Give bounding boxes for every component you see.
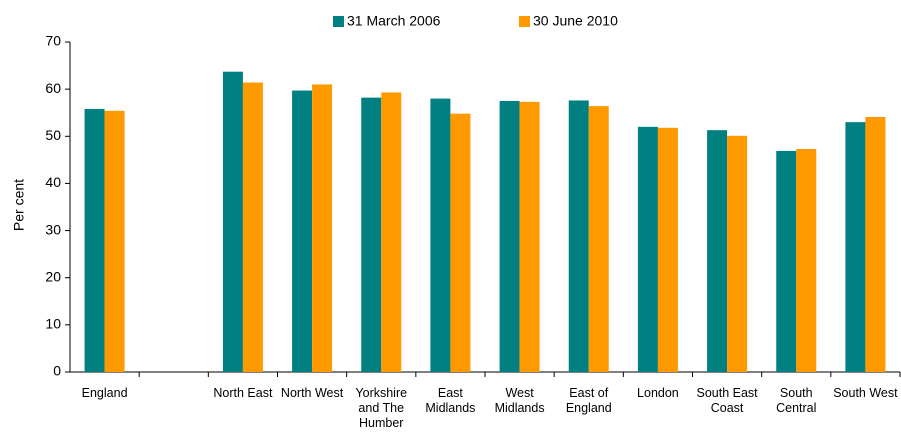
legend-label: 30 June 2010 — [533, 13, 618, 29]
bar — [865, 116, 886, 372]
bar — [519, 101, 540, 372]
bar — [222, 71, 243, 372]
bar — [588, 106, 609, 372]
y-tick-label: 50 — [45, 127, 61, 143]
bar — [430, 98, 451, 373]
x-tick-label: England — [81, 386, 128, 400]
bar — [727, 135, 748, 372]
bar — [84, 108, 105, 372]
y-tick-label: 70 — [45, 33, 61, 49]
x-tick-label: East of England — [565, 386, 612, 415]
bar — [450, 113, 471, 373]
y-tick-label: 40 — [45, 174, 61, 190]
y-tick-label: 10 — [45, 316, 61, 332]
x-tick-label: West Midlands — [494, 386, 545, 415]
legend-swatch — [333, 16, 344, 27]
x-tick-label: London — [637, 386, 679, 400]
bar — [776, 150, 797, 372]
y-tick-label: 0 — [53, 363, 61, 379]
bar — [845, 122, 866, 373]
y-tick-label: 60 — [45, 80, 61, 96]
bar — [292, 90, 313, 373]
x-tick-label: Yorkshire and The Humber — [355, 386, 408, 430]
bar — [568, 100, 589, 372]
legend-label: 31 March 2006 — [347, 13, 441, 29]
bar — [361, 97, 382, 372]
y-tick-label: 30 — [45, 221, 61, 237]
bar — [707, 130, 728, 372]
x-tick-label: South Central — [776, 386, 817, 415]
x-tick-label: South West — [833, 386, 898, 400]
y-axis-label: Per cent — [11, 179, 27, 231]
bar — [499, 100, 520, 372]
bar — [312, 84, 333, 372]
bar — [657, 127, 678, 372]
bar — [104, 110, 125, 372]
legend-swatch — [519, 16, 530, 27]
bar — [796, 149, 817, 372]
y-tick-label: 20 — [45, 268, 61, 284]
x-tick-label: East Midlands — [425, 386, 476, 415]
x-tick-label: North West — [280, 386, 344, 400]
x-tick-label: North East — [213, 386, 273, 400]
bar — [381, 92, 402, 372]
bar — [242, 82, 263, 373]
bar — [637, 126, 658, 372]
x-tick-label: South East Coast — [696, 386, 758, 415]
